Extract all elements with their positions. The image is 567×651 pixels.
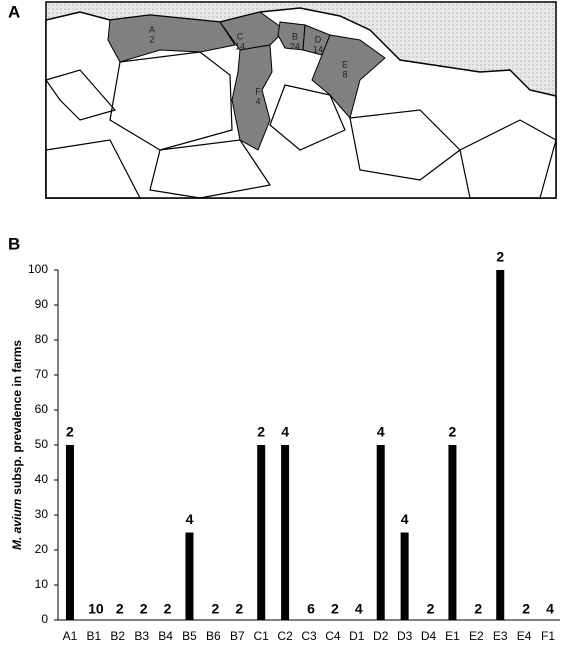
x-tick-label: E2 [469, 629, 484, 643]
bar [257, 445, 266, 620]
bar-label: 2 [66, 424, 74, 440]
region-id: D [315, 34, 322, 44]
x-tick-label: B3 [134, 629, 149, 643]
bar-label: 4 [401, 511, 409, 527]
x-tick-label: C1 [254, 629, 270, 643]
y-tick-label: 30 [35, 507, 49, 521]
panel-label: A [8, 2, 20, 21]
bar-label: 4 [355, 601, 363, 617]
region-id: E [342, 59, 348, 69]
x-tick-label: B6 [206, 629, 221, 643]
x-tick-label: C4 [325, 629, 341, 643]
bar-label: 2 [257, 424, 265, 440]
bar-label: 2 [164, 601, 172, 617]
x-tick-label: B2 [110, 629, 125, 643]
y-tick-label: 60 [35, 402, 49, 416]
region-count: 24 [290, 41, 300, 51]
x-tick-label: B5 [182, 629, 197, 643]
region-count: 8 [342, 69, 347, 79]
bar-label: 2 [449, 424, 457, 440]
x-tick-label: A1 [63, 629, 78, 643]
y-tick-label: 10 [35, 577, 49, 591]
y-tick-label: 80 [35, 332, 49, 346]
bar [281, 445, 290, 620]
bar-label: 4 [546, 601, 554, 617]
x-tick-label: E4 [517, 629, 532, 643]
bar [400, 532, 409, 620]
y-tick-label: 40 [35, 472, 49, 486]
region-count: 14 [313, 44, 323, 54]
region-count: 2 [149, 34, 154, 44]
bar-label: 2 [427, 601, 435, 617]
bar [376, 445, 385, 620]
bar-label: 2 [496, 249, 504, 265]
bar [448, 445, 457, 620]
y-tick-label: 20 [35, 542, 49, 556]
region-id: F [255, 86, 261, 96]
panel-label: B [8, 234, 20, 253]
x-tick-label: D3 [397, 629, 413, 643]
bar-label: 2 [140, 601, 148, 617]
bar [496, 270, 505, 620]
bar-label: 2 [331, 601, 339, 617]
region-id: C [237, 31, 244, 41]
bar-label: 6 [307, 601, 315, 617]
bar-label: 4 [281, 424, 289, 440]
bar-label: 4 [377, 424, 385, 440]
region-count: 14 [235, 41, 245, 51]
region-count: 4 [255, 96, 260, 106]
y-tick-label: 90 [35, 297, 49, 311]
y-axis-title-italic: M. avium [10, 498, 24, 550]
region-id: B [292, 31, 298, 41]
x-tick-label: E1 [445, 629, 460, 643]
bar-label: 2 [522, 601, 530, 617]
bar-label: 2 [116, 601, 124, 617]
bar-label: 4 [186, 511, 194, 527]
bar [65, 445, 74, 620]
y-tick-label: 70 [35, 367, 49, 381]
region-id: A [149, 24, 155, 34]
y-tick-label: 100 [28, 262, 48, 276]
y-axis-title: M. avium subsp. prevalence in farms [10, 340, 24, 550]
x-tick-label: E3 [493, 629, 508, 643]
bar-label: 2 [235, 601, 243, 617]
bar [185, 532, 194, 620]
x-tick-label: B7 [230, 629, 245, 643]
y-axis-title-rest: subsp. prevalence in farms [10, 340, 24, 495]
x-tick-label: D2 [373, 629, 389, 643]
x-tick-label: C3 [301, 629, 317, 643]
x-tick-label: F1 [541, 629, 555, 643]
y-tick-label: 0 [41, 612, 48, 626]
bar-label: 10 [88, 601, 104, 617]
x-tick-label: B4 [158, 629, 173, 643]
y-tick-label: 50 [35, 437, 49, 451]
x-tick-label: D4 [421, 629, 437, 643]
bar-label: 2 [211, 601, 219, 617]
x-tick-label: B1 [87, 629, 102, 643]
x-tick-label: C2 [277, 629, 293, 643]
x-tick-label: D1 [349, 629, 365, 643]
bar-label: 2 [474, 601, 482, 617]
